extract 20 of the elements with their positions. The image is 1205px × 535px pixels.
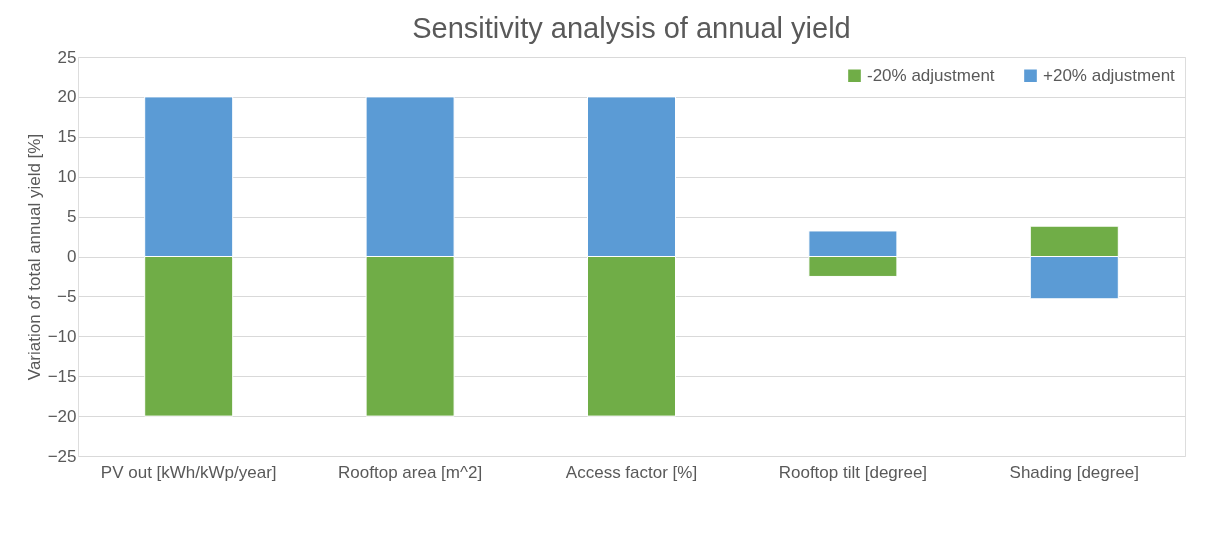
x-tick-label: Rooftop area [m^2] (338, 462, 483, 482)
y-tick-label: −10 (47, 326, 77, 346)
y-tick-label: 5 (67, 207, 77, 227)
y-axis-title: Variation of total annual yield [%] (24, 133, 44, 381)
y-tick-label: −25 (47, 446, 77, 466)
y-tick-label: 25 (57, 47, 77, 67)
x-tick-label: PV out [kWh/kWp/year] (100, 462, 277, 482)
x-tick-label: Access factor [%] (565, 462, 698, 482)
y-tick-label: 10 (57, 167, 77, 187)
chart-title: Sensitivity analysis of annual yield (412, 12, 851, 44)
x-tick-label: Shading [degree] (1009, 462, 1140, 482)
y-tick-label: −5 (57, 286, 77, 306)
legend-label: -20% adjustment (867, 65, 995, 85)
y-tick-label: −15 (47, 366, 77, 386)
y-tick-label: 20 (57, 87, 77, 107)
legend-label: +20% adjustment (1043, 65, 1176, 85)
y-tick-label: 15 (57, 127, 77, 147)
x-tick-label: Rooftop tilt [degree] (778, 462, 928, 482)
y-tick-label: 0 (67, 247, 77, 266)
y-tick-label: −20 (47, 406, 77, 426)
